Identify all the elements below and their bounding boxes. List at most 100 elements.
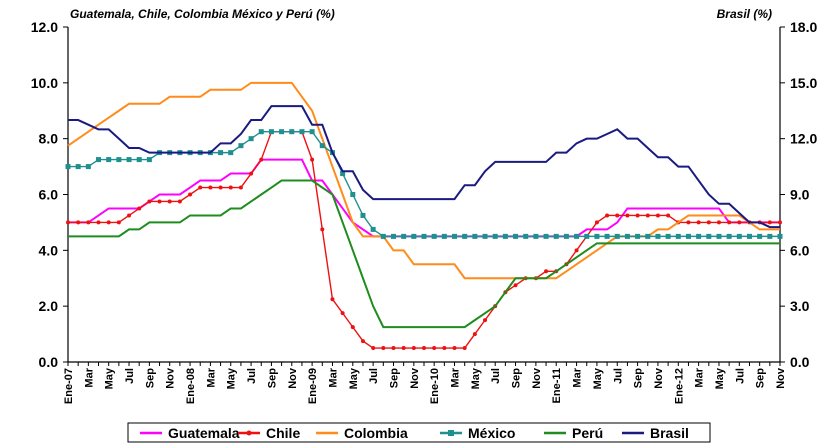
x-tick-label: Mar <box>327 367 339 387</box>
point <box>462 346 467 351</box>
y-tick-label: 8.0 <box>39 131 59 147</box>
point <box>462 233 468 239</box>
point <box>76 220 81 225</box>
point <box>319 143 325 149</box>
point <box>441 233 447 239</box>
y2-tick-label: 12.0 <box>790 131 817 147</box>
point <box>177 199 182 204</box>
x-tick-label: Ene-10 <box>429 368 441 404</box>
point <box>635 233 641 239</box>
point <box>350 192 356 197</box>
x-tick-label: Sep <box>266 368 278 388</box>
point <box>330 297 335 302</box>
series-line <box>67 81 780 280</box>
point <box>686 220 691 225</box>
y-tick-label: 12.0 <box>31 19 58 35</box>
point <box>625 213 630 218</box>
point <box>777 233 783 239</box>
y-tick-label: 0.0 <box>39 354 59 370</box>
y2-tick-label: 3.0 <box>790 298 810 314</box>
x-tick-label: Mar <box>694 367 706 387</box>
y2-tick-label: 15.0 <box>790 75 817 91</box>
point <box>757 233 763 239</box>
point <box>289 129 295 135</box>
legend-label: Colombia <box>344 425 408 441</box>
x-tick-label: May <box>714 367 726 389</box>
series-line <box>68 105 780 229</box>
point <box>737 220 742 225</box>
point <box>727 220 732 225</box>
x-tick-label: May <box>592 367 604 389</box>
point <box>614 233 620 239</box>
point <box>390 233 396 239</box>
legend-marker <box>448 430 454 436</box>
point <box>411 346 416 351</box>
point <box>310 157 315 162</box>
x-tick-label: Nov <box>409 367 421 389</box>
point <box>320 227 325 232</box>
y2-tick-label: 18.0 <box>790 19 817 35</box>
point <box>615 213 620 218</box>
point <box>238 185 243 190</box>
x-tick-label: Nov <box>165 367 177 389</box>
point <box>492 233 498 239</box>
point <box>146 157 152 163</box>
point <box>116 157 122 163</box>
point <box>381 346 386 351</box>
point <box>147 199 152 204</box>
x-tick-label: Nov <box>653 367 665 389</box>
point <box>259 157 264 162</box>
x-tick-label: Sep <box>633 368 645 388</box>
x-tick-label: Sep <box>144 368 156 388</box>
point <box>635 213 640 218</box>
point <box>370 226 376 232</box>
point <box>716 220 721 225</box>
point <box>96 220 101 225</box>
x-tick-label: Ene-11 <box>551 368 563 403</box>
point <box>574 248 579 253</box>
x-tick-label: Ene-12 <box>673 368 685 404</box>
point <box>380 233 386 239</box>
point <box>706 233 712 239</box>
point <box>248 136 254 142</box>
x-tick-label: Jul <box>734 368 746 384</box>
point <box>482 233 488 239</box>
point <box>371 346 376 351</box>
point <box>136 157 142 163</box>
x-tick-label: Ene-08 <box>185 368 197 404</box>
x-tick-label: Ene-07 <box>63 368 75 404</box>
x-tick-label: Jul <box>124 368 136 384</box>
point <box>594 233 600 239</box>
point <box>198 185 203 190</box>
legend-marker <box>246 430 252 436</box>
y-tick-label: 6.0 <box>39 187 59 203</box>
point <box>655 233 661 239</box>
point <box>502 233 508 239</box>
point <box>666 213 671 218</box>
point <box>472 233 478 239</box>
y2-tick-label: 9.0 <box>790 187 810 203</box>
point <box>726 233 732 239</box>
x-tick-label: Jul <box>612 368 624 384</box>
point <box>340 171 346 177</box>
x-tick-label: Sep <box>755 368 767 388</box>
point <box>645 233 651 239</box>
point <box>137 206 142 211</box>
point <box>228 150 234 156</box>
x-tick-label: Mar <box>205 367 217 387</box>
point <box>472 332 477 337</box>
y-tick-label: 4.0 <box>39 242 59 258</box>
point <box>96 157 102 163</box>
x-tick-label: Jul <box>490 368 502 384</box>
point <box>401 233 407 239</box>
point <box>483 318 488 323</box>
x-tick-label: Jul <box>368 368 380 384</box>
point <box>127 213 132 218</box>
legend-box <box>127 422 711 443</box>
point <box>75 164 81 170</box>
series-line <box>68 179 780 329</box>
point <box>116 220 121 225</box>
point <box>533 233 539 239</box>
point <box>523 233 529 239</box>
x-tick-label: Nov <box>287 367 299 389</box>
